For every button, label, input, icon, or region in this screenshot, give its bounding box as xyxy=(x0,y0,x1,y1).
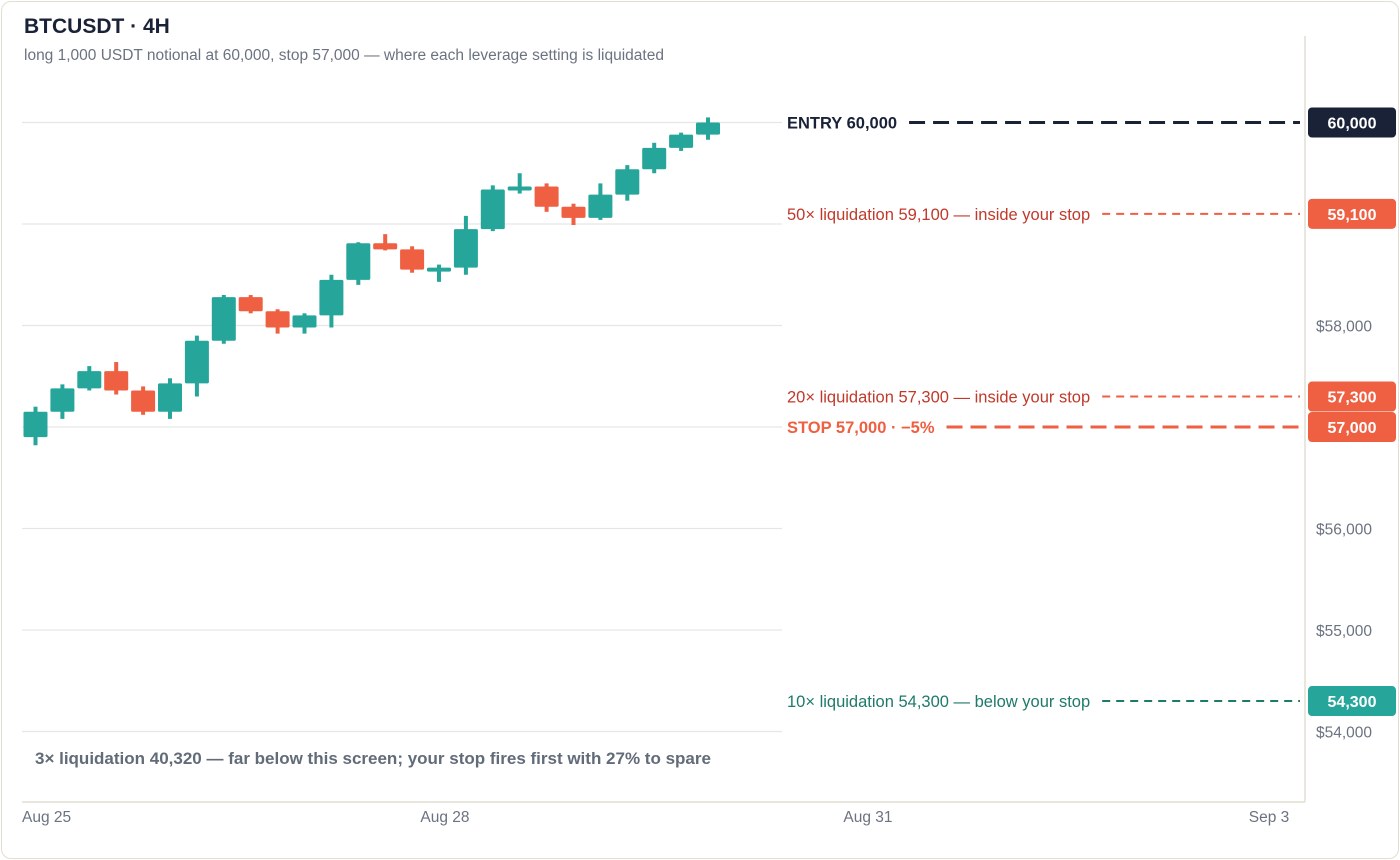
price-tag-liq-red xyxy=(1308,381,1396,412)
candle-body xyxy=(561,206,586,218)
candle-body xyxy=(373,243,398,250)
level-label-stop: STOP 57,000 · −5% xyxy=(787,419,935,437)
y-tick-label: $58,000 xyxy=(1316,319,1372,336)
candle-body xyxy=(480,189,505,230)
candle-body xyxy=(50,388,75,412)
price-tag-label: 54,300 xyxy=(1328,694,1377,711)
price-tag-label: 59,100 xyxy=(1328,207,1377,224)
candle-body xyxy=(158,383,182,412)
candle-body xyxy=(131,390,156,412)
price-tag-label: 60,000 xyxy=(1328,116,1377,133)
y-tick-label: $55,000 xyxy=(1316,623,1372,640)
candle-body xyxy=(696,122,720,135)
candle-body xyxy=(507,186,532,191)
price-tag-liq-red xyxy=(1308,198,1396,229)
candle-body xyxy=(534,186,559,207)
candle-body xyxy=(427,267,451,272)
x-tick-label: Sep 3 xyxy=(1249,809,1290,826)
chart-subtitle: long 1,000 USDT notional at 60,000, stop… xyxy=(24,47,664,64)
chart-title: BTCUSDT · 4H xyxy=(24,15,170,38)
candle-body xyxy=(588,194,613,218)
candle-body xyxy=(265,311,290,328)
level-label-entry: ENTRY 60,000 xyxy=(787,115,897,133)
price-tag-entry xyxy=(1308,107,1396,138)
price-tag-label: 57,300 xyxy=(1328,390,1377,407)
candle-body xyxy=(615,169,640,195)
y-tick-label: $56,000 xyxy=(1316,522,1372,539)
candle-body xyxy=(77,371,102,389)
level-label-liq-red: 50× liquidation 59,100 — inside your sto… xyxy=(787,206,1090,224)
x-tick-label: Aug 28 xyxy=(420,809,469,826)
candle-body xyxy=(346,243,371,280)
candle-body xyxy=(669,134,694,148)
candle-body xyxy=(211,297,236,341)
level-label-liq-red: 20× liquidation 57,300 — inside your sto… xyxy=(787,389,1090,407)
candle-body xyxy=(184,340,209,384)
level-label-liq-green: 10× liquidation 54,300 — below your stop xyxy=(787,693,1090,711)
candle-body xyxy=(104,371,129,391)
x-tick-label: Aug 31 xyxy=(843,809,892,826)
candle-body xyxy=(292,315,317,328)
candle-body xyxy=(238,297,263,312)
footnote-3x-liquidation: 3× liquidation 40,320 — far below this s… xyxy=(35,749,711,768)
candle-body xyxy=(23,411,48,438)
price-tag-label: 57,000 xyxy=(1328,420,1377,437)
price-tag-liq-green xyxy=(1308,686,1396,717)
y-tick-label: $54,000 xyxy=(1316,725,1372,742)
candle-body xyxy=(400,249,425,270)
x-tick-label: Aug 25 xyxy=(22,809,71,826)
candle-body xyxy=(642,147,667,170)
price-tag-stop xyxy=(1308,412,1396,442)
candle-body xyxy=(453,229,478,268)
candle-body xyxy=(319,279,344,316)
